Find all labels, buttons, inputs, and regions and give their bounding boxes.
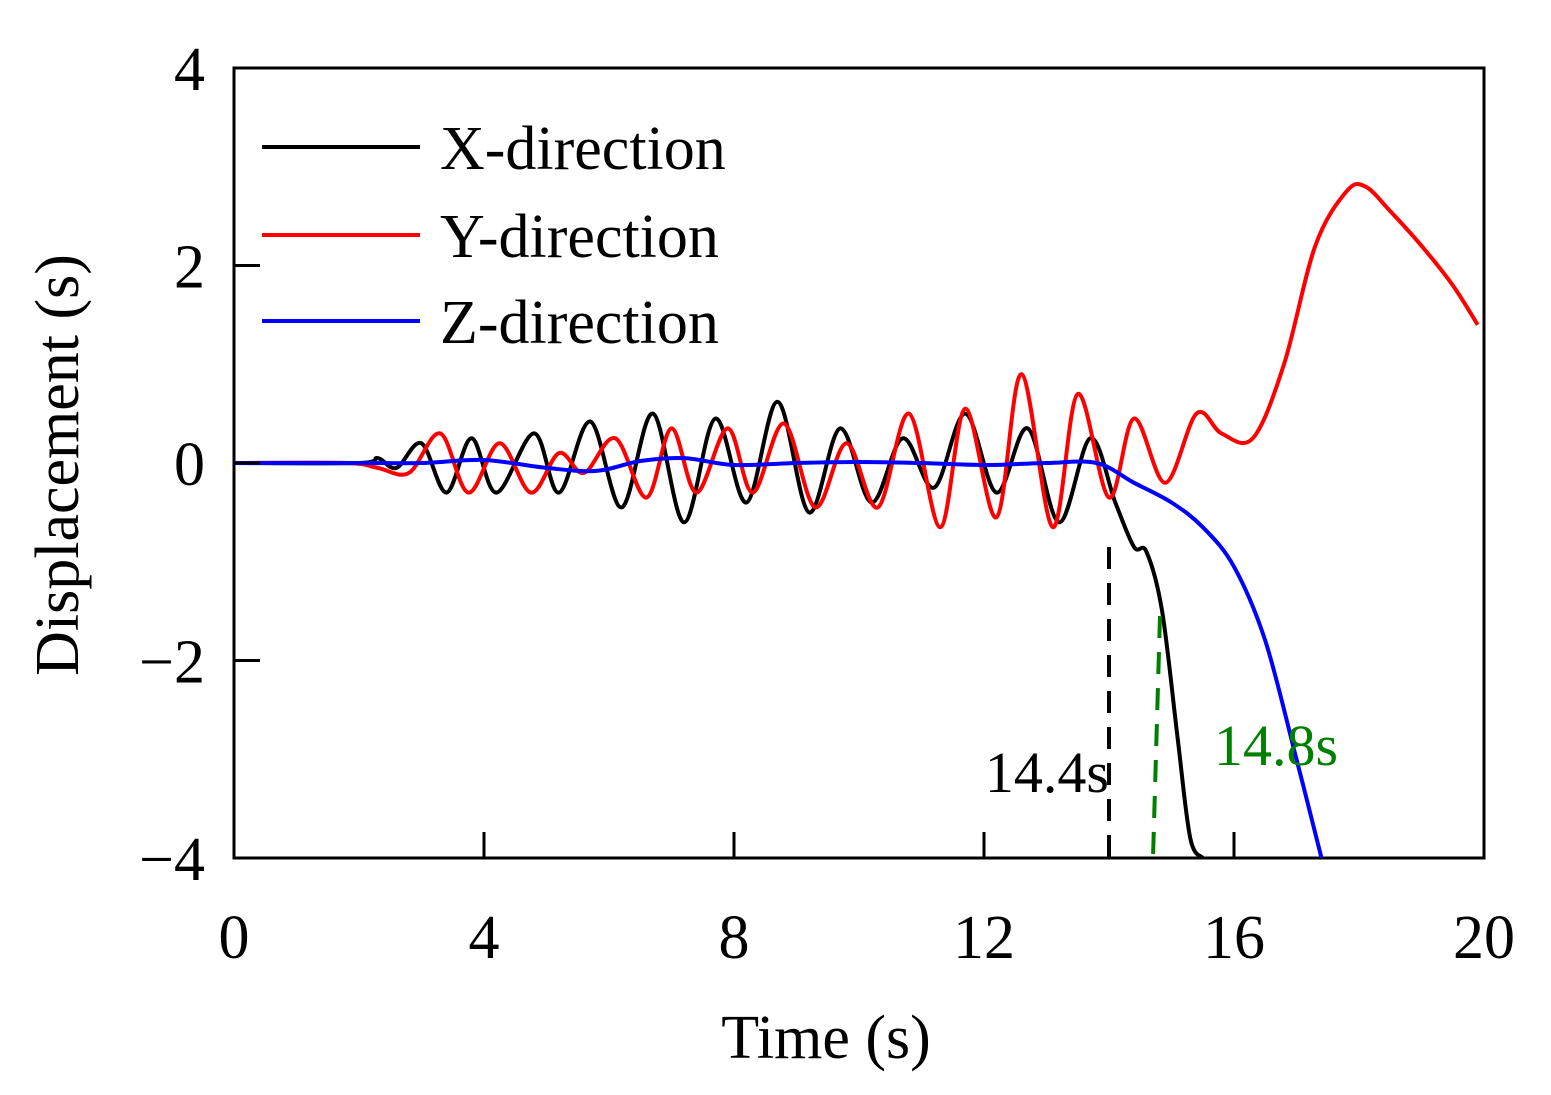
- annotation-layer: 14.4s 14.8s: [985, 546, 1338, 859]
- legend-label-x: X-direction: [440, 115, 726, 183]
- series-line-x-direction: [234, 399, 1205, 858]
- y-tick-label-2: 2: [174, 234, 205, 302]
- series-line-z-direction: [234, 455, 1324, 858]
- tick-layer: 0 4 8 12 16 20 −4 −2 0 2 4: [139, 36, 1515, 972]
- y-tick-label--4: −4: [139, 826, 205, 894]
- annotation-14-8s: 14.8s: [1214, 713, 1338, 778]
- y-tick-label-0: 0: [174, 431, 205, 499]
- legend-label-z: Z-direction: [440, 289, 719, 357]
- y-tick-label-4: 4: [174, 36, 205, 104]
- legend: X-direction Y-direction Z-direction: [262, 115, 726, 357]
- y-axis-title: Displacement (s): [24, 254, 92, 676]
- x-tick-label-20: 20: [1453, 904, 1515, 972]
- marker-line-14-8s: [1151, 616, 1162, 859]
- series-line-y-direction: [234, 182, 1480, 530]
- x-tick-label-12: 12: [953, 904, 1015, 972]
- y-tick-label--2: −2: [139, 629, 205, 697]
- legend-label-y: Y-direction: [440, 203, 719, 271]
- series-layer: [234, 182, 1480, 858]
- x-axis-title: Time (s): [721, 1004, 931, 1072]
- x-tick-label-16: 16: [1203, 904, 1265, 972]
- x-tick-label-4: 4: [469, 904, 500, 972]
- annotation-14-4s: 14.4s: [985, 740, 1109, 805]
- x-tick-label-8: 8: [719, 904, 750, 972]
- x-tick-label-0: 0: [219, 904, 250, 972]
